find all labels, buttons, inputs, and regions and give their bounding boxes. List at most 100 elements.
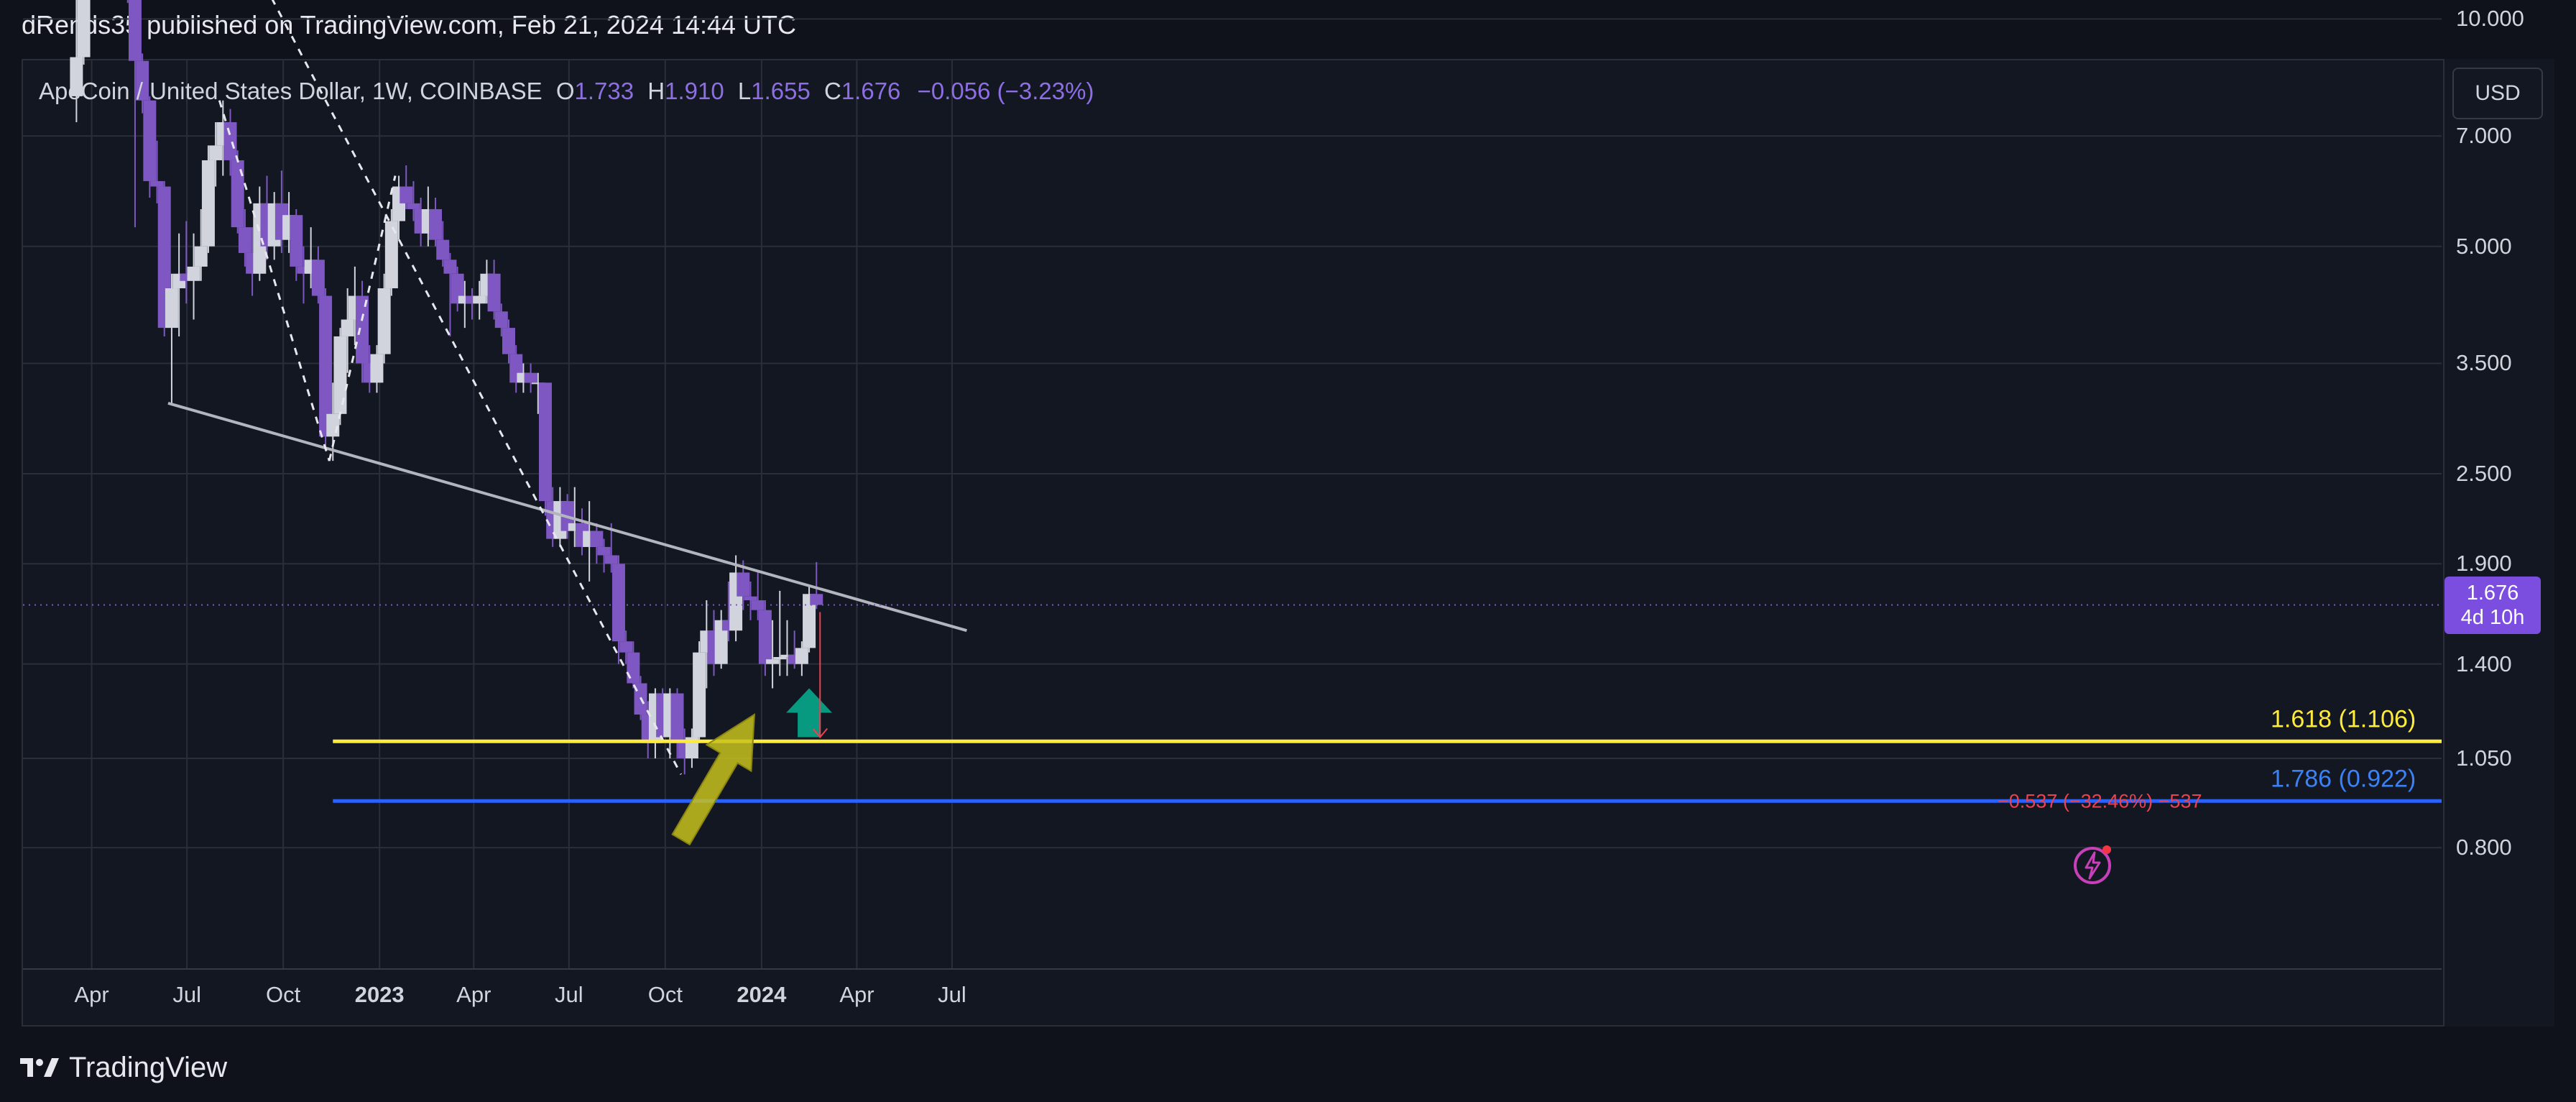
candle-body [238,227,251,253]
time-tick-label: 2024 [737,982,787,1007]
price-tick-label: 1.050 [2456,745,2512,771]
footer-brand[interactable]: TradingView [20,1050,227,1085]
candle-body [143,100,157,181]
candle-body [670,693,684,743]
candle [538,382,552,516]
candle [670,688,684,758]
candle-body [77,0,91,58]
candle-body [737,572,750,597]
candle-body [297,266,310,274]
candle-body [356,295,369,364]
candle-body [458,295,471,304]
time-tick-label: Oct [266,982,301,1007]
candle-body [436,239,450,260]
yellow-arrow-annotation [671,713,756,846]
currency-button[interactable]: USD [2452,68,2543,119]
candle [590,523,604,564]
candle-body [466,295,479,304]
candle [729,555,743,642]
low-value: 1.655 [751,78,811,104]
candle [531,372,545,414]
low-label: L [737,78,752,104]
candle [370,345,384,393]
dashed-trendline [328,175,397,462]
candle-body [744,596,757,601]
footer-brand-text: TradingView [69,1051,228,1083]
candle-body [773,656,787,660]
price-tick-label: 3.500 [2456,350,2512,376]
candle-body [384,221,398,289]
candle-body [377,288,391,354]
fib-level-1786-label[interactable]: 1.786 (0.922) [2271,765,2416,793]
change-value: −0.056 (−3.23%) [917,78,1094,104]
candle-body [150,180,164,187]
candle [128,0,142,228]
candle-body [370,354,384,383]
candle [180,221,193,304]
candle [136,53,149,114]
dashed-trendline [271,0,683,775]
support-trendline [167,401,967,633]
candle [810,561,823,610]
candle [223,109,237,176]
candle-body [627,652,640,684]
candle-body [758,610,772,664]
last-price-value: 1.676 [2466,581,2519,605]
price-scale[interactable] [2443,59,2554,1027]
chart-pane[interactable] [22,59,2554,1027]
candle-body [400,186,413,203]
candle-body [795,648,808,664]
candle [429,197,443,247]
time-tick-label: 2023 [354,982,405,1007]
candle [597,538,611,573]
candle-body [209,145,223,160]
candle [487,260,501,320]
candle [744,581,757,620]
candle [524,363,537,393]
candle [290,208,303,281]
candle-body [568,523,581,531]
candle [377,273,391,364]
price-range-measure-label[interactable]: −0.537 (−32.46%) −537 [1998,790,2202,812]
high-label: H [647,78,665,104]
price-tick-label: 1.400 [2456,651,2512,676]
candle-body [693,652,706,738]
symbol-title[interactable]: ApeCoin / United States Dollar, 1W, COIN… [39,78,543,104]
candle [466,288,479,320]
fib-level-1618-label[interactable]: 1.618 (1.106) [2271,705,2416,733]
candle-body [319,295,333,437]
time-tick-label: Apr [839,982,874,1007]
candle-body [597,546,611,556]
candle-body [803,594,816,648]
candle-body [223,121,237,160]
candle-body [766,659,780,664]
candle [165,273,178,403]
publish-header: dRends35 published on TradingView.com, F… [22,10,797,40]
candle-body [290,215,303,267]
price-tick-label: 7.000 [2456,123,2512,149]
drawings [23,0,2442,846]
candle-body [443,260,457,274]
candle [803,585,816,653]
time-tick-label: Jul [555,982,583,1007]
candle-body [311,260,325,296]
candle [766,620,780,689]
candle-body [531,382,545,385]
candle [238,208,251,267]
candle [714,610,728,669]
candle [773,590,787,676]
candle [458,280,471,329]
lightning-alert-icon[interactable] [2071,842,2114,886]
open-value: 1.733 [574,78,634,104]
candle-body [487,273,501,312]
candle [619,630,633,664]
candle-body [524,372,537,383]
candle [311,246,325,304]
candle [780,620,794,676]
candle-body [538,382,552,502]
ohlc-legend[interactable]: ApeCoin / United States Dollar, 1W, COIN… [39,78,1094,105]
candle-body [494,311,508,329]
candle [70,0,83,122]
high-value: 1.910 [665,78,724,104]
